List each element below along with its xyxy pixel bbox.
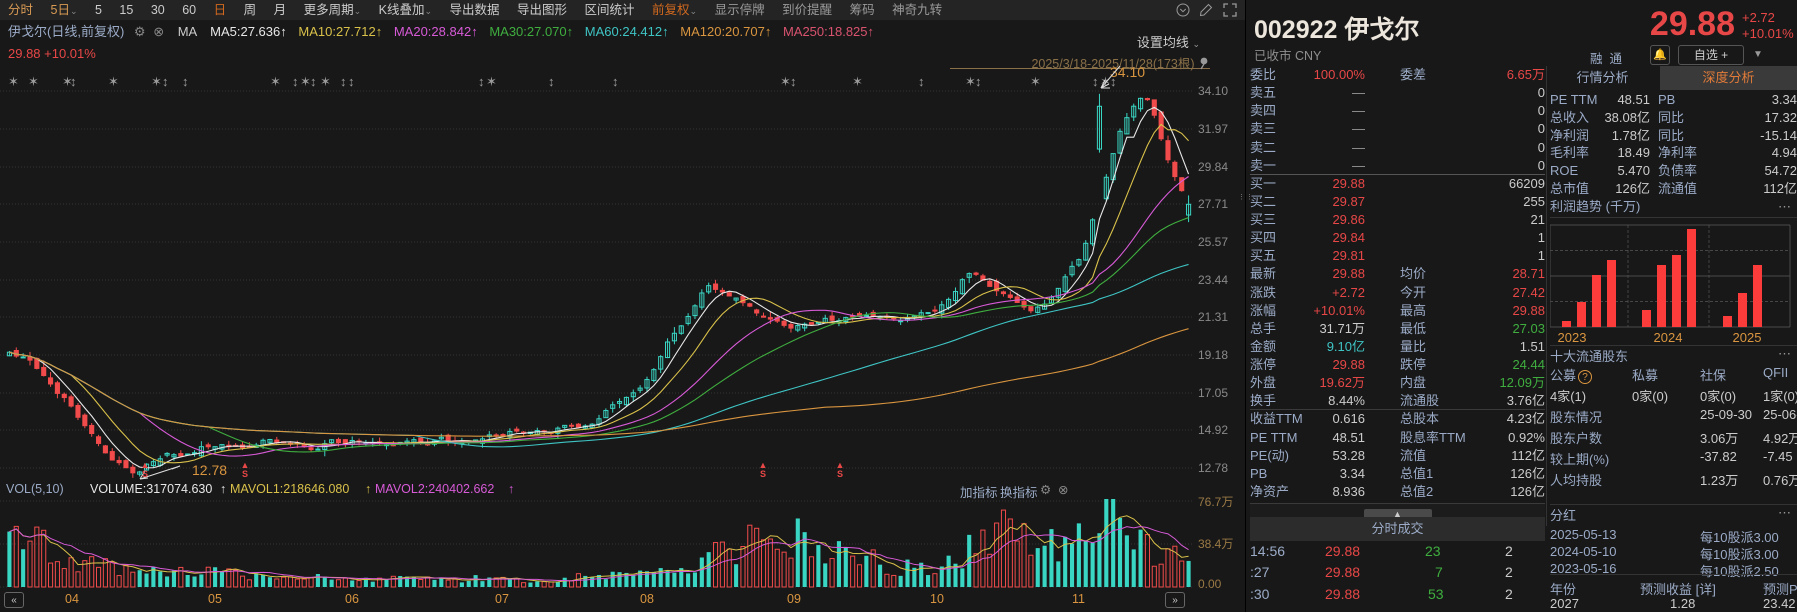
svg-text:2024: 2024 [1654,330,1683,345]
svg-text:2023: 2023 [1558,330,1587,345]
svg-text:2025: 2025 [1733,330,1762,345]
